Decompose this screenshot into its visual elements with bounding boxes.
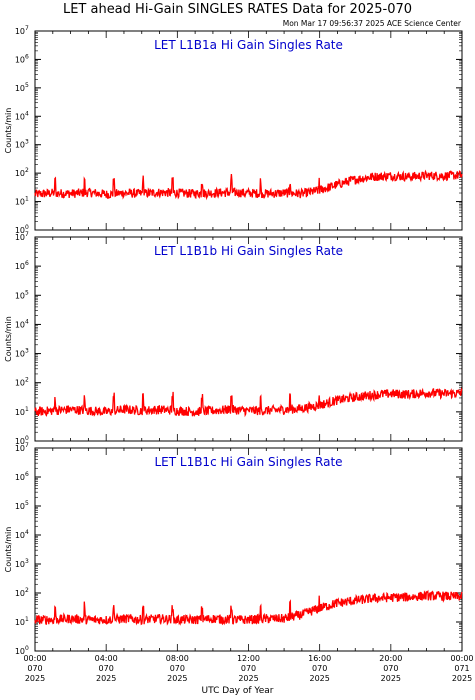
y-tick-exponent: 2 [25,587,29,594]
page-title: LET ahead Hi-Gain SINGLES RATES Data for… [62,2,413,17]
y-tick-exponent: 0 [25,224,29,231]
x-tick-label: 070 [312,664,327,673]
y-tick-exponent: 5 [25,289,29,296]
x-tick-label: 2025 [96,674,116,683]
y-tick-label: 10 [15,112,25,121]
y-tick-label: 10 [15,84,25,93]
y-tick-label: 10 [15,560,25,569]
panel-title: LET L1B1c Hi Gain Singles Rate [154,455,342,469]
y-tick-exponent: 6 [25,471,29,478]
panel-title: LET L1B1b Hi Gain Singles Rate [154,244,343,258]
y-tick-label: 10 [15,198,25,207]
y-tick-label: 10 [15,350,25,359]
y-tick-exponent: 6 [25,53,29,60]
y-tick-label: 10 [15,618,25,627]
y-tick-exponent: 7 [25,442,29,449]
y-tick-label: 10 [15,502,25,511]
y-axis-label: Counts/min [4,316,13,362]
y-tick-label: 10 [15,141,25,150]
y-tick-exponent: 4 [25,529,29,536]
y-tick-label: 10 [15,408,25,417]
x-tick-label: 2025 [381,674,401,683]
y-tick-label: 10 [15,233,25,242]
y-tick-label: 10 [15,55,25,64]
x-tick-label: 070 [241,664,256,673]
x-tick-label: 071 [454,664,469,673]
y-tick-exponent: 1 [25,616,29,623]
panel-title: LET L1B1a Hi Gain Singles Rate [154,38,343,52]
y-tick-label: 10 [15,27,25,36]
y-tick-exponent: 1 [25,196,29,203]
y-tick-exponent: 0 [25,435,29,442]
y-axis-label: Counts/min [4,108,13,154]
y-tick-exponent: 6 [25,260,29,267]
y-tick-exponent: 3 [25,348,29,355]
y-tick-exponent: 3 [25,139,29,146]
y-tick-exponent: 4 [25,110,29,117]
series-line [34,387,463,418]
x-tick-label: 2025 [25,674,45,683]
y-tick-label: 10 [15,226,25,235]
x-tick-label: 08:00 [166,654,189,663]
y-tick-exponent: 7 [25,25,29,32]
x-tick-label: 16:00 [308,654,331,663]
x-tick-label: 04:00 [95,654,118,663]
y-tick-label: 10 [15,531,25,540]
x-tick-label: 070 [170,664,185,673]
y-tick-exponent: 7 [25,231,29,238]
series-line [34,589,463,626]
y-tick-label: 10 [15,437,25,446]
y-tick-label: 10 [15,473,25,482]
y-tick-exponent: 0 [25,645,29,652]
y-tick-label: 10 [15,589,25,598]
x-tick-label: 2025 [309,674,329,683]
x-tick-label: 2025 [452,674,472,683]
y-tick-exponent: 5 [25,500,29,507]
y-tick-label: 10 [15,262,25,271]
x-tick-label: 2025 [238,674,258,683]
series-line [34,169,463,201]
generation-timestamp: Mon Mar 17 09:56:37 2025 ACE Science Cen… [282,19,461,28]
y-tick-exponent: 2 [25,167,29,174]
x-tick-label: 070 [99,664,114,673]
plot-frame [34,30,463,231]
x-tick-label: 00:00 [450,654,473,663]
y-axis-label: Counts/min [4,527,13,573]
y-tick-exponent: 5 [25,82,29,89]
x-tick-label: 20:00 [379,654,402,663]
x-tick-label: 070 [27,664,42,673]
y-tick-label: 10 [15,647,25,656]
y-tick-label: 10 [15,444,25,453]
x-tick-label: 00:00 [23,654,46,663]
y-tick-label: 10 [15,291,25,300]
y-tick-label: 10 [15,379,25,388]
y-tick-exponent: 2 [25,377,29,384]
y-tick-label: 10 [15,169,25,178]
y-tick-exponent: 3 [25,558,29,565]
y-tick-exponent: 4 [25,318,29,325]
x-tick-label: 2025 [167,674,187,683]
x-tick-label: 12:00 [237,654,260,663]
x-axis-label: UTC Day of Year [201,686,274,696]
x-tick-label: 070 [383,664,398,673]
y-tick-exponent: 1 [25,406,29,413]
y-tick-label: 10 [15,320,25,329]
